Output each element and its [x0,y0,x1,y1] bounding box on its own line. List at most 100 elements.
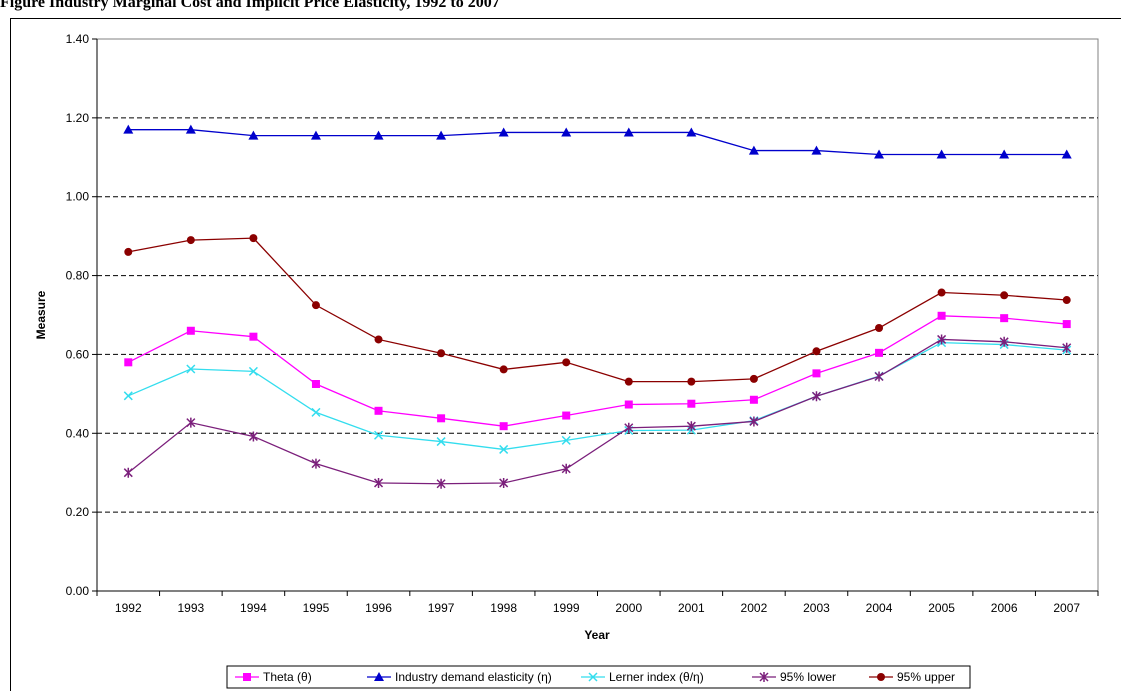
series-5 [124,234,1071,386]
series-line [128,129,1067,156]
data-point [561,435,571,445]
legend-marker [243,673,251,681]
x-tick-label: 1995 [303,601,330,615]
data-point [248,130,259,140]
legend-label: Industry demand elasticity (η) [395,670,552,684]
legend-marker [759,672,769,682]
data-point [186,364,196,374]
series-line [128,237,1067,383]
data-point [812,369,821,378]
data-point [999,336,1009,347]
data-point [374,335,383,344]
data-point [123,124,134,134]
gridlines [97,117,1098,513]
data-point [875,348,884,357]
data-point [686,127,697,137]
data-point [186,417,196,428]
y-tick-label: 1.40 [66,32,90,46]
series-4 [123,334,1072,489]
y-tick-label: 0.40 [66,426,90,440]
legend: Theta (θ) Industry demand elasticity (η) L… [226,665,971,689]
data-point [437,414,446,423]
data-point [248,431,258,442]
data-point [687,377,696,386]
x-tick-label: 2000 [615,601,642,615]
y-axis: 0.00 0.20 0.40 0.60 0.80 1.00 1.20 1.40 [66,32,98,598]
data-point [687,399,696,408]
data-point [937,288,946,297]
data-point [124,358,133,367]
x-tick-label: 2002 [741,601,768,615]
data-point [123,391,133,401]
x-tick-label: 1994 [240,601,267,615]
legend-item: Theta (θ) [235,670,312,684]
data-point [374,477,384,488]
legend-marker [877,673,885,681]
data-point [623,127,634,137]
x-axis-title: Year [584,628,610,642]
x-axis: 1992 1993 1994 1995 1996 1997 1998 1999 2000 2001… [96,590,1099,615]
data-point [937,334,947,345]
data-point [875,324,884,333]
data-point [123,467,133,478]
data-point [1061,149,1072,159]
data-point [1062,342,1072,353]
x-tick-label: 1993 [177,601,204,615]
x-tick-label: 2006 [991,601,1018,615]
data-point [874,371,884,382]
y-tick-label: 1.20 [66,111,90,125]
data-point [186,326,195,335]
legend-label: Theta (θ) [263,670,312,684]
chart-frame [10,18,1121,691]
legend-item: Industry demand elasticity (η) [367,670,552,684]
data-point [936,149,947,159]
data-point [562,358,571,367]
y-axis-title: Measure [34,290,48,339]
x-tick-label: 2007 [1053,601,1080,615]
data-point [624,400,633,409]
legend-label: Lerner index (θ/η) [609,670,704,684]
data-point [311,380,320,388]
y-tick-label: 1.00 [66,190,90,204]
data-point [124,247,133,256]
data-point [999,149,1010,159]
data-point [1062,296,1071,305]
data-point [874,149,885,159]
x-tick-label: 1992 [115,601,142,615]
data-point [811,145,822,155]
y-tick-label: 0.80 [66,269,90,283]
data-point [1000,291,1009,300]
data-point [248,366,258,376]
data-point [1062,320,1071,329]
plot-area [96,38,1099,592]
data-point [749,416,759,427]
data-point [562,411,571,420]
data-point [374,430,384,440]
data-point [561,127,572,137]
x-tick-label: 1997 [428,601,455,615]
figure-caption: Figure Industry Marginal Cost and Implic… [0,0,500,11]
x-tick-label: 1999 [553,601,580,615]
x-tick-label: 2004 [866,601,893,615]
data-point [499,422,508,431]
data-point [311,407,321,417]
x-tick-label: 2003 [803,601,830,615]
x-tick-label: 1996 [365,601,392,615]
data-point [1000,314,1009,323]
data-point [498,127,509,137]
data-point [499,365,508,374]
legend-item: 95% upper [869,670,955,684]
series-line [127,338,1067,485]
data-point [437,349,446,358]
data-point [374,406,383,415]
x-tick-label: 2001 [678,601,705,615]
legend-label: 95% upper [897,670,955,684]
data-point [748,145,759,155]
data-point [436,478,446,489]
data-point [561,463,571,474]
data-point [937,311,946,320]
series-layer [123,124,1072,489]
series-line [128,341,1067,451]
data-point [249,234,258,243]
